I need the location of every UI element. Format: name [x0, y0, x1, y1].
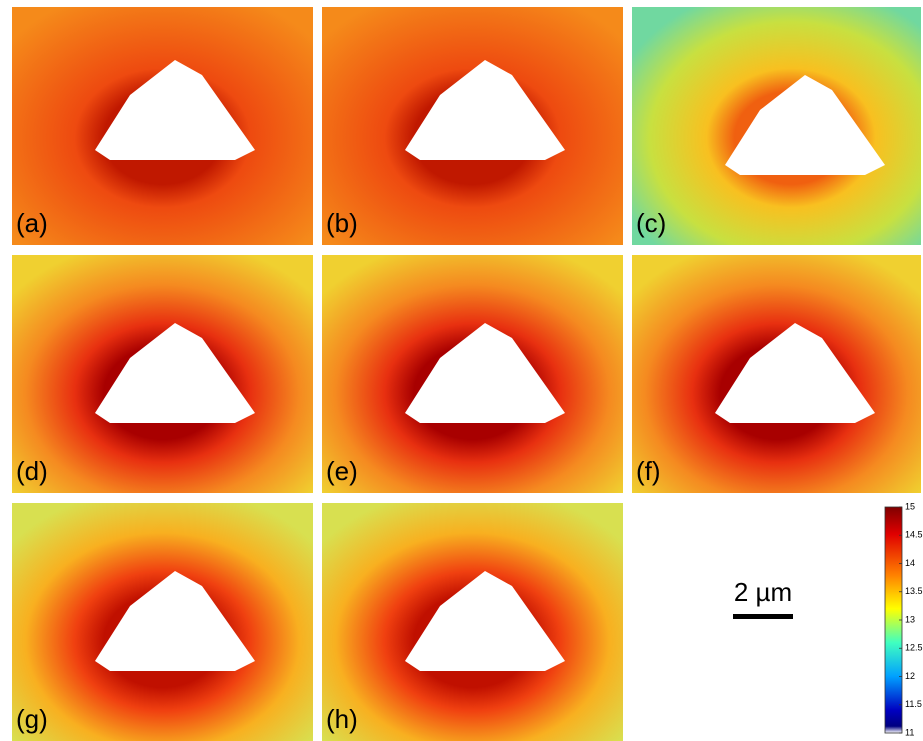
- colorbar-tick-label: 13: [905, 614, 915, 624]
- panel-label: (g): [16, 704, 48, 734]
- colorbar-tick-label: 11: [905, 727, 914, 737]
- heatmap-panel: (e): [322, 255, 623, 493]
- figure: (a) (b) (c) (d) (e) (f) (g) (h) 2 µm 11 11.5 12 12…: [0, 0, 923, 741]
- panel-label: (c): [636, 208, 666, 238]
- heatmap-panel: (b): [322, 7, 623, 245]
- colorbar-tick-label: 12: [905, 671, 915, 681]
- heatmap-panel: (a): [12, 7, 313, 245]
- colorbar-ticks: 11 11.5 12 12.5 13 13.5 14 14.5 15: [899, 501, 923, 737]
- panels: (a) (b) (c) (d) (e) (f) (g) (h): [12, 7, 921, 741]
- panel-label: (a): [16, 208, 48, 238]
- scale-bar-label: 2 µm: [734, 577, 792, 607]
- colorbar-tick-label: 14.5: [905, 530, 923, 540]
- panel-label: (h): [326, 704, 358, 734]
- heatmap-panel: (d): [12, 255, 313, 493]
- panel-label: (e): [326, 456, 358, 486]
- heatmap-panel: (c): [632, 7, 921, 245]
- panel-label: (d): [16, 456, 48, 486]
- colorbar-tick-label: 14: [905, 558, 915, 568]
- heatmap-panel: (g): [12, 503, 313, 741]
- panel-label: (b): [326, 208, 358, 238]
- colorbar-tick-label: 15: [905, 501, 915, 511]
- colorbar-tick-label: 11.5: [905, 699, 922, 709]
- colorbar-tick-label: 13.5: [905, 586, 923, 596]
- heatmap-panel: (f): [632, 255, 921, 493]
- heatmap-panel: (h): [322, 503, 623, 741]
- scale-bar: [733, 614, 793, 619]
- colorbar-tick-label: 12.5: [905, 643, 923, 653]
- panel-label: (f): [636, 456, 661, 486]
